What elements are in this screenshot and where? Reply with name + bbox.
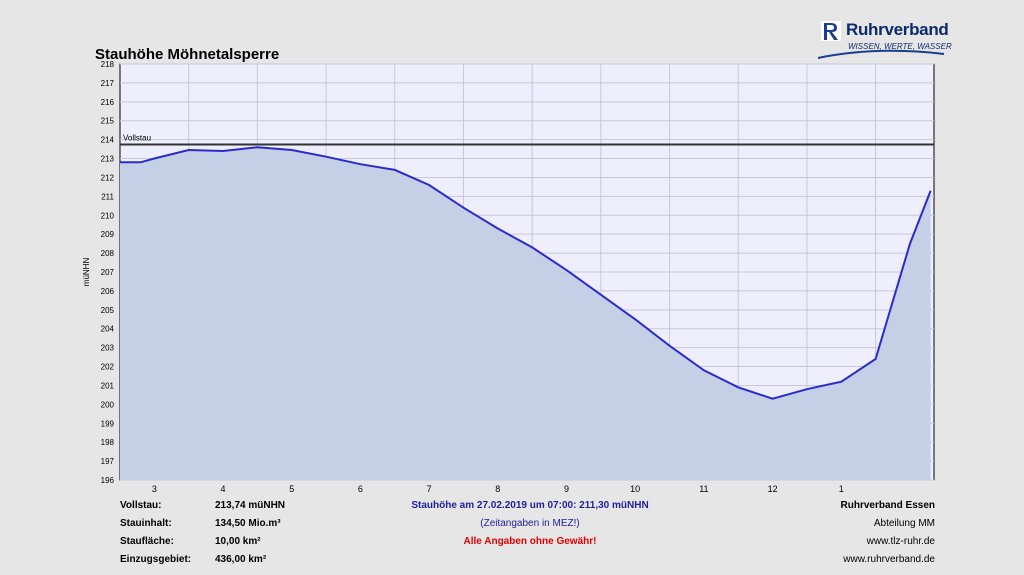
chart-title: Stauhöhe Möhnetalsperre xyxy=(95,46,279,63)
y-tick-label: 197 xyxy=(101,457,115,466)
info-label: Einzugsgebiet: xyxy=(120,554,192,565)
y-tick-label: 215 xyxy=(101,117,115,126)
y-tick-label: 199 xyxy=(101,419,115,428)
y-tick-label: 208 xyxy=(101,249,115,258)
info-value: 134,50 Mio.m³ xyxy=(215,518,281,529)
x-tick-label: 7 xyxy=(427,484,432,494)
info-value: 10,00 km² xyxy=(215,536,261,547)
y-tick-label: 214 xyxy=(101,136,115,145)
logo-swoosh-icon xyxy=(817,49,945,59)
x-tick-label: 6 xyxy=(358,484,363,494)
y-tick-label: 213 xyxy=(101,155,115,164)
timezone-note: (Zeitangaben in MEZ!) xyxy=(480,518,580,529)
y-tick-label: 216 xyxy=(101,98,115,107)
info-right: Ruhrverband Essen Abteilung MM www.tlz-r… xyxy=(841,497,935,569)
current-level-text: Stauhöhe am 27.02.2019 um 07:00: 211,30 … xyxy=(411,500,649,511)
ruhrverband-logo: Ruhrverband WISSEN, WERTE, WASSER xyxy=(816,18,956,62)
y-tick-label: 207 xyxy=(101,268,115,277)
logo-name: Ruhrverband xyxy=(846,20,949,39)
link-tlz-ruhr[interactable]: www.tlz-ruhr.de xyxy=(866,536,935,547)
y-axis-label: müNHN xyxy=(82,258,91,287)
x-tick-label: 9 xyxy=(564,484,569,494)
disclaimer: Alle Angaben ohne Gewähr! xyxy=(463,536,597,547)
y-tick-label: 209 xyxy=(101,230,115,239)
water-level-line xyxy=(120,146,932,400)
info-left: Vollstau: 213,74 müNHN Stauinhalt: 134,50 … xyxy=(120,497,285,569)
y-tick-label: 212 xyxy=(101,173,115,182)
vollstau-label: Vollstau xyxy=(123,134,151,143)
y-tick-label: 206 xyxy=(101,287,115,296)
x-tick-label: 5 xyxy=(289,484,294,494)
logo-tagline: WISSEN, WERTE, WASSER xyxy=(848,42,952,51)
info-row-vollstau: Vollstau: 213,74 müNHN xyxy=(120,497,285,515)
ruhrverband-r-icon xyxy=(821,21,841,41)
water-level-area xyxy=(120,147,931,480)
y-tick-label: 204 xyxy=(101,325,115,334)
x-tick-label: 4 xyxy=(221,484,226,494)
y-tick-label: 196 xyxy=(101,476,115,485)
x-tick-label: 10 xyxy=(630,484,640,494)
y-tick-label: 205 xyxy=(101,306,115,315)
y-tick-label: 203 xyxy=(101,344,115,353)
info-center: Stauhöhe am 27.02.2019 um 07:00: 211,30 … xyxy=(380,497,680,551)
x-tick-label: 11 xyxy=(699,484,708,494)
y-tick-label: 218 xyxy=(101,60,115,69)
y-tick-label: 217 xyxy=(101,79,115,88)
x-axis-ticks: 3 4 5 6 7 8 9 10 11 12 1 xyxy=(152,484,844,494)
info-label: Vollstau: xyxy=(120,500,162,511)
y-tick-label: 201 xyxy=(101,381,115,390)
info-value: 213,74 müNHN xyxy=(215,500,286,511)
x-tick-label: 3 xyxy=(152,484,157,494)
department: Abteilung MM xyxy=(873,518,935,529)
y-tick-label: 198 xyxy=(101,438,115,447)
x-tick-label: 1 xyxy=(839,484,844,494)
info-row-stauinhalt: Stauinhalt: 134,50 Mio.m³ xyxy=(120,515,285,533)
info-label: Stauinhalt: xyxy=(120,518,172,529)
info-row-stauflaeche: Staufläche: 10,00 km² xyxy=(120,533,285,551)
org-name: Ruhrverband Essen xyxy=(840,500,935,511)
link-ruhrverband[interactable]: www.ruhrverband.de xyxy=(843,554,935,565)
y-tick-label: 200 xyxy=(101,400,115,409)
y-tick-label: 202 xyxy=(101,363,115,372)
x-tick-label: 12 xyxy=(768,484,778,494)
info-row-einzugsgebiet: Einzugsgebiet: 436,00 km² xyxy=(120,551,285,569)
y-tick-label: 210 xyxy=(101,211,115,220)
info-value: 436,00 km² xyxy=(215,554,267,565)
y-tick-label: 211 xyxy=(101,192,114,201)
info-label: Staufläche: xyxy=(120,536,174,547)
x-tick-label: 8 xyxy=(495,484,500,494)
y-axis-ticks: 196 197 198 199 200 201 202 203 204 205 206 207 208 2… xyxy=(101,60,115,485)
